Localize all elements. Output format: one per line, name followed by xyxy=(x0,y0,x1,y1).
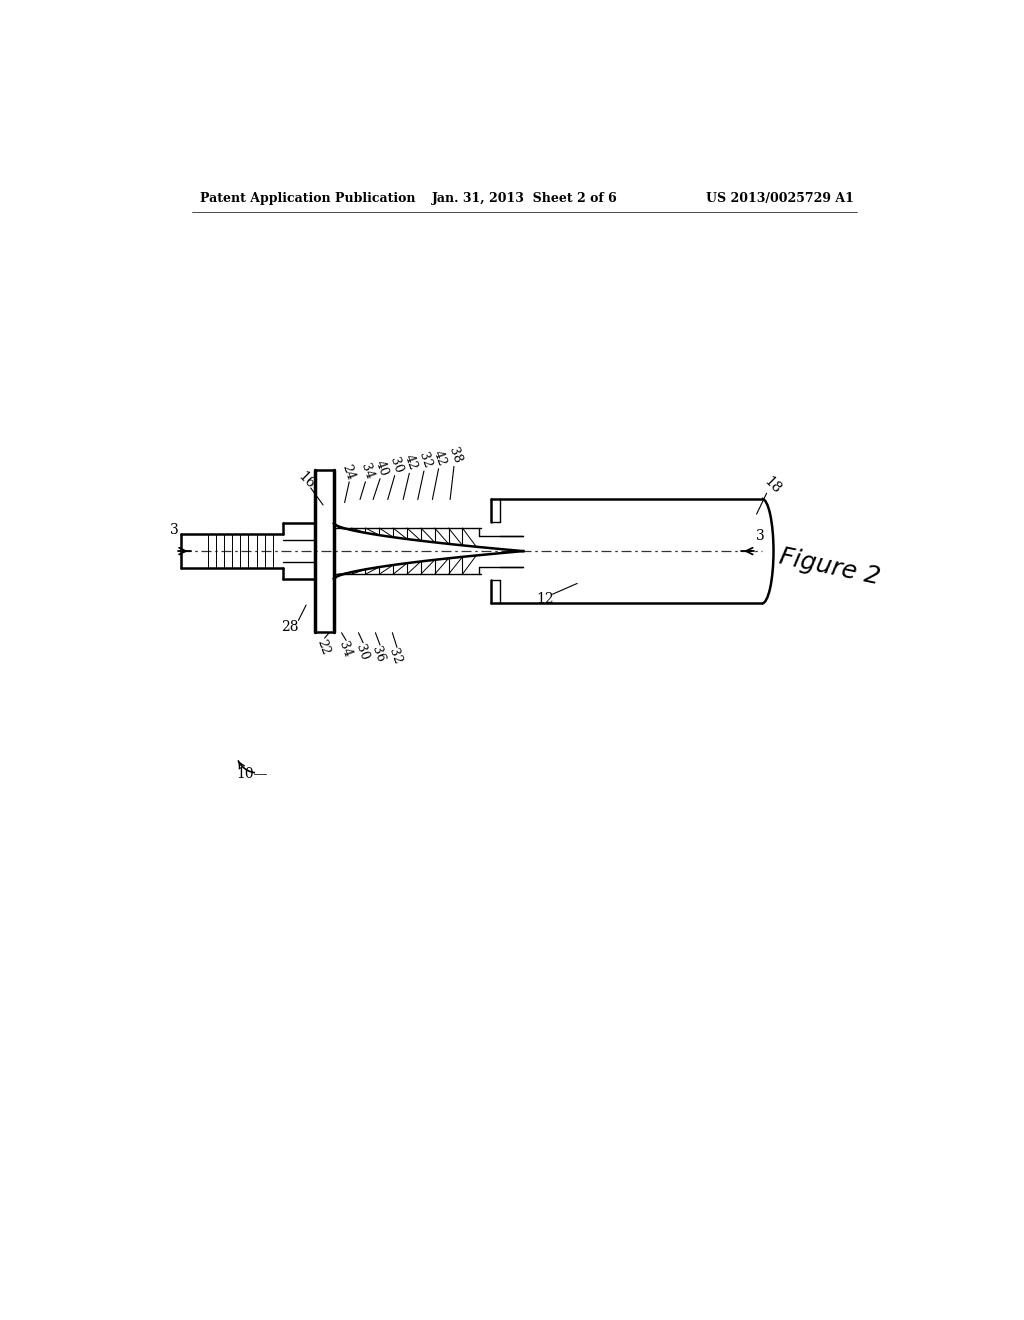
Text: Jan. 31, 2013  Sheet 2 of 6: Jan. 31, 2013 Sheet 2 of 6 xyxy=(432,191,617,205)
Text: 32: 32 xyxy=(417,450,434,470)
Text: 18: 18 xyxy=(761,474,783,496)
Text: 34: 34 xyxy=(358,461,376,480)
Text: 3: 3 xyxy=(756,529,765,543)
Text: 22: 22 xyxy=(314,638,332,657)
Text: 30: 30 xyxy=(387,455,406,475)
Text: US 2013/0025729 A1: US 2013/0025729 A1 xyxy=(707,191,854,205)
Text: 12: 12 xyxy=(536,591,554,606)
Text: 40: 40 xyxy=(373,458,390,478)
Text: 30: 30 xyxy=(352,643,371,661)
Text: Figure 2: Figure 2 xyxy=(777,544,883,589)
Text: 10—: 10— xyxy=(237,767,268,781)
Text: 36: 36 xyxy=(370,644,387,664)
Text: 32: 32 xyxy=(387,647,404,667)
Text: 24: 24 xyxy=(339,463,356,482)
Text: Patent Application Publication: Patent Application Publication xyxy=(200,191,416,205)
Text: 38: 38 xyxy=(446,446,464,466)
Text: 3: 3 xyxy=(170,523,179,536)
Text: 42: 42 xyxy=(402,453,420,473)
Text: 28: 28 xyxy=(282,619,299,634)
Text: 42: 42 xyxy=(431,449,449,467)
Text: 34: 34 xyxy=(336,640,353,660)
Text: 16: 16 xyxy=(295,469,317,491)
